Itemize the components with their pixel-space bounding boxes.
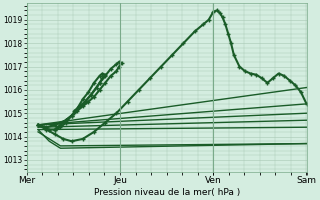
X-axis label: Pression niveau de la mer( hPa ): Pression niveau de la mer( hPa ) bbox=[93, 188, 240, 197]
